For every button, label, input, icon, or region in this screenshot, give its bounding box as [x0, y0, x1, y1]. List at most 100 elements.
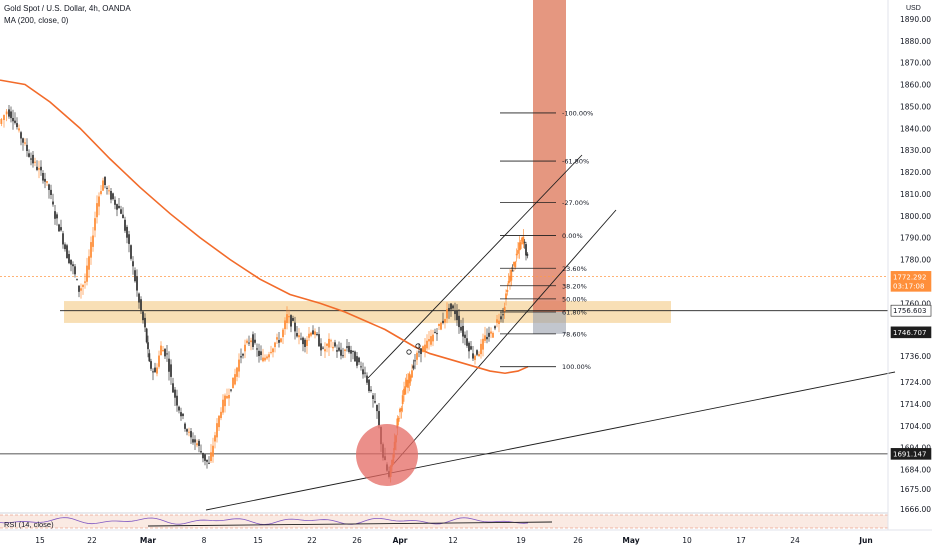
candle-body	[414, 360, 416, 362]
candle-body	[472, 353, 474, 359]
candle-body	[188, 431, 190, 433]
candle-body	[40, 166, 42, 171]
candle-body	[518, 242, 521, 251]
candle-body	[104, 176, 106, 185]
candle-body	[158, 355, 160, 367]
candle-body	[72, 264, 74, 267]
candle-body	[436, 333, 438, 335]
candle-body	[346, 346, 348, 348]
candle-body	[480, 343, 482, 355]
y-tick-label: 1714.00	[900, 400, 931, 409]
candle-body	[76, 279, 78, 281]
candle-body	[68, 254, 70, 264]
candle-body	[515, 253, 518, 256]
candle-body	[288, 316, 290, 318]
candle-body	[322, 347, 324, 349]
candle-body	[218, 415, 220, 428]
candle-body	[306, 339, 308, 346]
candle-body	[206, 459, 208, 462]
candle-body	[266, 356, 268, 359]
candle-body	[5, 111, 8, 115]
candle-body	[278, 340, 280, 343]
candle-body	[212, 445, 214, 457]
candle-body	[328, 338, 330, 348]
candle-body	[230, 389, 232, 391]
candle-body	[134, 270, 136, 282]
x-tick-label: 15	[253, 536, 263, 545]
candle-body	[92, 235, 94, 247]
candle-body	[282, 329, 284, 338]
candle-body	[164, 348, 166, 357]
y-tick-label: 1880.00	[900, 37, 931, 46]
candle-body	[396, 418, 399, 429]
candle-body	[66, 245, 68, 259]
candle-body	[316, 333, 318, 335]
candle-body	[220, 411, 222, 419]
candle-body	[126, 226, 128, 238]
y-tick-label: 1760.00	[900, 299, 931, 308]
candle-body	[280, 338, 282, 342]
candle-body	[262, 357, 264, 362]
y-tick-label: 1724.00	[900, 378, 931, 387]
y-tick-label: 1704.00	[900, 422, 931, 431]
x-tick-label: 22	[87, 536, 97, 545]
candle-body	[276, 337, 278, 340]
y-tick-label: 1820.00	[900, 168, 931, 177]
y-tick-label: 1830.00	[900, 146, 931, 155]
candle-body	[304, 339, 306, 347]
candle-body	[240, 356, 242, 358]
price-tag-countdown: 03:17:08	[893, 282, 924, 290]
price-tag	[890, 304, 932, 317]
candle-body	[525, 244, 527, 256]
candle-body	[448, 307, 450, 312]
candle-body	[148, 353, 151, 362]
candle-body	[250, 340, 252, 343]
candle-body	[332, 346, 334, 349]
candle-body	[352, 350, 354, 352]
candle-body	[462, 325, 464, 337]
candle-body	[466, 338, 468, 346]
candle-body	[513, 261, 515, 266]
candle-body	[222, 399, 224, 413]
x-tick-label: 19	[516, 536, 526, 545]
candle-body	[144, 317, 146, 328]
y-tick-label: 1666.00	[900, 505, 931, 514]
y-tick-label: 1840.00	[900, 124, 931, 133]
fib-level-label: 0.00%	[562, 232, 583, 240]
candle-body	[450, 303, 452, 310]
x-tick-label: 8	[202, 536, 207, 545]
candle-body	[256, 348, 258, 350]
candle-body	[26, 144, 28, 151]
candle-body	[196, 443, 198, 446]
x-tick-label: Apr	[393, 536, 408, 545]
candle-body	[180, 412, 182, 417]
candle-body	[318, 334, 320, 347]
candle-body	[296, 333, 298, 337]
candle-body	[100, 191, 102, 194]
candle-body	[376, 404, 378, 412]
candle-body	[260, 351, 262, 356]
candle-body	[80, 288, 82, 291]
fib-level-label: 50.00%	[562, 295, 587, 303]
y-tick-label: 1890.00	[900, 15, 931, 24]
candle-body	[397, 417, 400, 422]
candle-body	[478, 354, 480, 357]
candle-body	[46, 181, 48, 183]
x-tick-label: 12	[448, 536, 458, 545]
currency-label: USD	[906, 5, 921, 12]
candle-body	[424, 344, 426, 352]
candle-body	[216, 423, 218, 438]
candle-body	[264, 357, 266, 361]
candle-body	[500, 316, 502, 320]
y-tick-label: 1675.00	[900, 485, 931, 494]
fib-level-label: 100.00%	[562, 363, 591, 371]
candle-body	[492, 332, 494, 338]
candle-body	[142, 311, 144, 321]
candle-body	[114, 199, 116, 205]
candle-body	[198, 440, 200, 446]
highlight-circle	[356, 424, 418, 486]
candle-body	[232, 377, 234, 389]
candle-body	[110, 190, 112, 200]
candle-body	[70, 259, 72, 265]
